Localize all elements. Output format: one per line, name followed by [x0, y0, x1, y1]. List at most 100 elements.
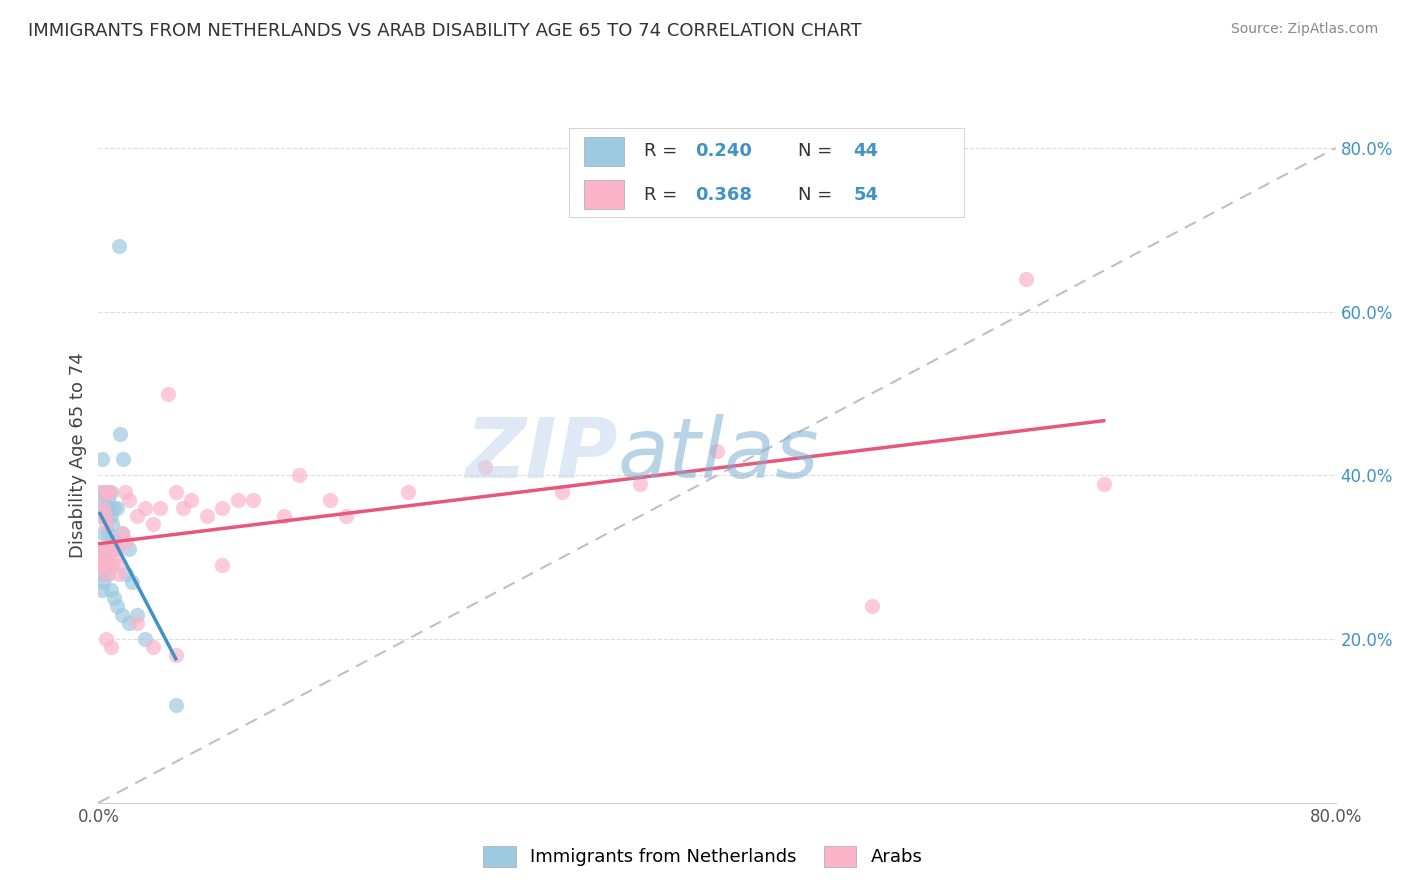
Point	[195, 509, 218, 524]
Point	[89, 484, 111, 499]
Point	[107, 239, 129, 253]
Point	[551, 484, 574, 499]
Point	[226, 492, 249, 507]
Point	[165, 484, 187, 499]
Point	[96, 558, 118, 573]
Point	[108, 427, 131, 442]
Point	[93, 558, 115, 573]
Bar	[585, 180, 624, 210]
Point	[98, 542, 121, 557]
Point	[98, 484, 121, 499]
Point	[114, 484, 136, 499]
Point	[91, 574, 114, 589]
Point	[90, 509, 112, 524]
Point	[127, 509, 149, 524]
Point	[115, 533, 138, 548]
Point	[96, 509, 118, 524]
Point	[97, 566, 120, 581]
Point	[90, 484, 112, 499]
Point	[111, 525, 132, 540]
Text: IMMIGRANTS FROM NETHERLANDS VS ARAB DISABILITY AGE 65 TO 74 CORRELATION CHART: IMMIGRANTS FROM NETHERLANDS VS ARAB DISA…	[28, 22, 862, 40]
Point	[100, 640, 122, 655]
Point	[103, 542, 125, 557]
Point	[288, 468, 311, 483]
Point	[103, 501, 125, 516]
Point	[90, 566, 112, 581]
Point	[141, 517, 165, 532]
Point	[115, 566, 138, 581]
Point	[242, 492, 264, 507]
Point	[90, 452, 112, 467]
Point	[180, 492, 202, 507]
Point	[96, 550, 118, 565]
Point	[118, 492, 141, 507]
Point	[105, 599, 128, 614]
Text: R =: R =	[644, 186, 683, 204]
Point	[211, 558, 233, 573]
Point	[91, 501, 114, 516]
Text: 54: 54	[853, 186, 879, 204]
Point	[165, 648, 187, 663]
Point	[396, 484, 419, 499]
Point	[104, 550, 127, 565]
Point	[103, 591, 125, 606]
Point	[474, 460, 496, 475]
Point	[172, 501, 194, 516]
Point	[105, 501, 128, 516]
Point	[98, 558, 121, 573]
Point	[1015, 272, 1038, 286]
Point	[90, 582, 112, 597]
Point	[93, 542, 115, 557]
Point	[91, 558, 114, 573]
Text: Source: ZipAtlas.com: Source: ZipAtlas.com	[1230, 22, 1378, 37]
Point	[97, 484, 120, 499]
Text: 0.368: 0.368	[696, 186, 752, 204]
Point	[103, 542, 125, 557]
Point	[134, 632, 156, 646]
Point	[96, 484, 118, 499]
Point	[628, 476, 651, 491]
Point	[118, 542, 141, 557]
Point	[93, 501, 115, 516]
Point	[149, 501, 172, 516]
Point	[96, 517, 118, 532]
Text: atlas: atlas	[619, 415, 820, 495]
Text: N =: N =	[799, 186, 838, 204]
Text: 44: 44	[853, 143, 879, 161]
Point	[105, 542, 128, 557]
Point	[111, 607, 132, 622]
Point	[105, 558, 128, 573]
Point	[96, 632, 118, 646]
FancyBboxPatch shape	[568, 128, 965, 219]
Point	[112, 452, 135, 467]
Point	[101, 558, 124, 573]
Text: R =: R =	[644, 143, 683, 161]
Point	[118, 615, 141, 630]
Point	[89, 542, 111, 557]
Point	[93, 558, 115, 573]
Point	[111, 525, 132, 540]
Point	[1092, 476, 1115, 491]
Point	[97, 525, 120, 540]
Point	[98, 501, 121, 516]
Point	[127, 607, 149, 622]
Point	[100, 582, 122, 597]
Point	[157, 386, 180, 401]
Point	[335, 509, 357, 524]
Text: 0.240: 0.240	[696, 143, 752, 161]
Point	[860, 599, 883, 614]
Point	[273, 509, 295, 524]
Point	[100, 542, 122, 557]
Point	[141, 640, 165, 655]
Point	[91, 525, 114, 540]
Point	[211, 501, 233, 516]
Point	[96, 566, 118, 581]
Point	[165, 698, 187, 712]
Point	[90, 558, 112, 573]
Point	[706, 443, 728, 458]
Point	[121, 574, 143, 589]
Point	[93, 509, 115, 524]
Point	[104, 533, 127, 548]
Y-axis label: Disability Age 65 to 74: Disability Age 65 to 74	[69, 352, 87, 558]
Bar	[585, 137, 624, 166]
